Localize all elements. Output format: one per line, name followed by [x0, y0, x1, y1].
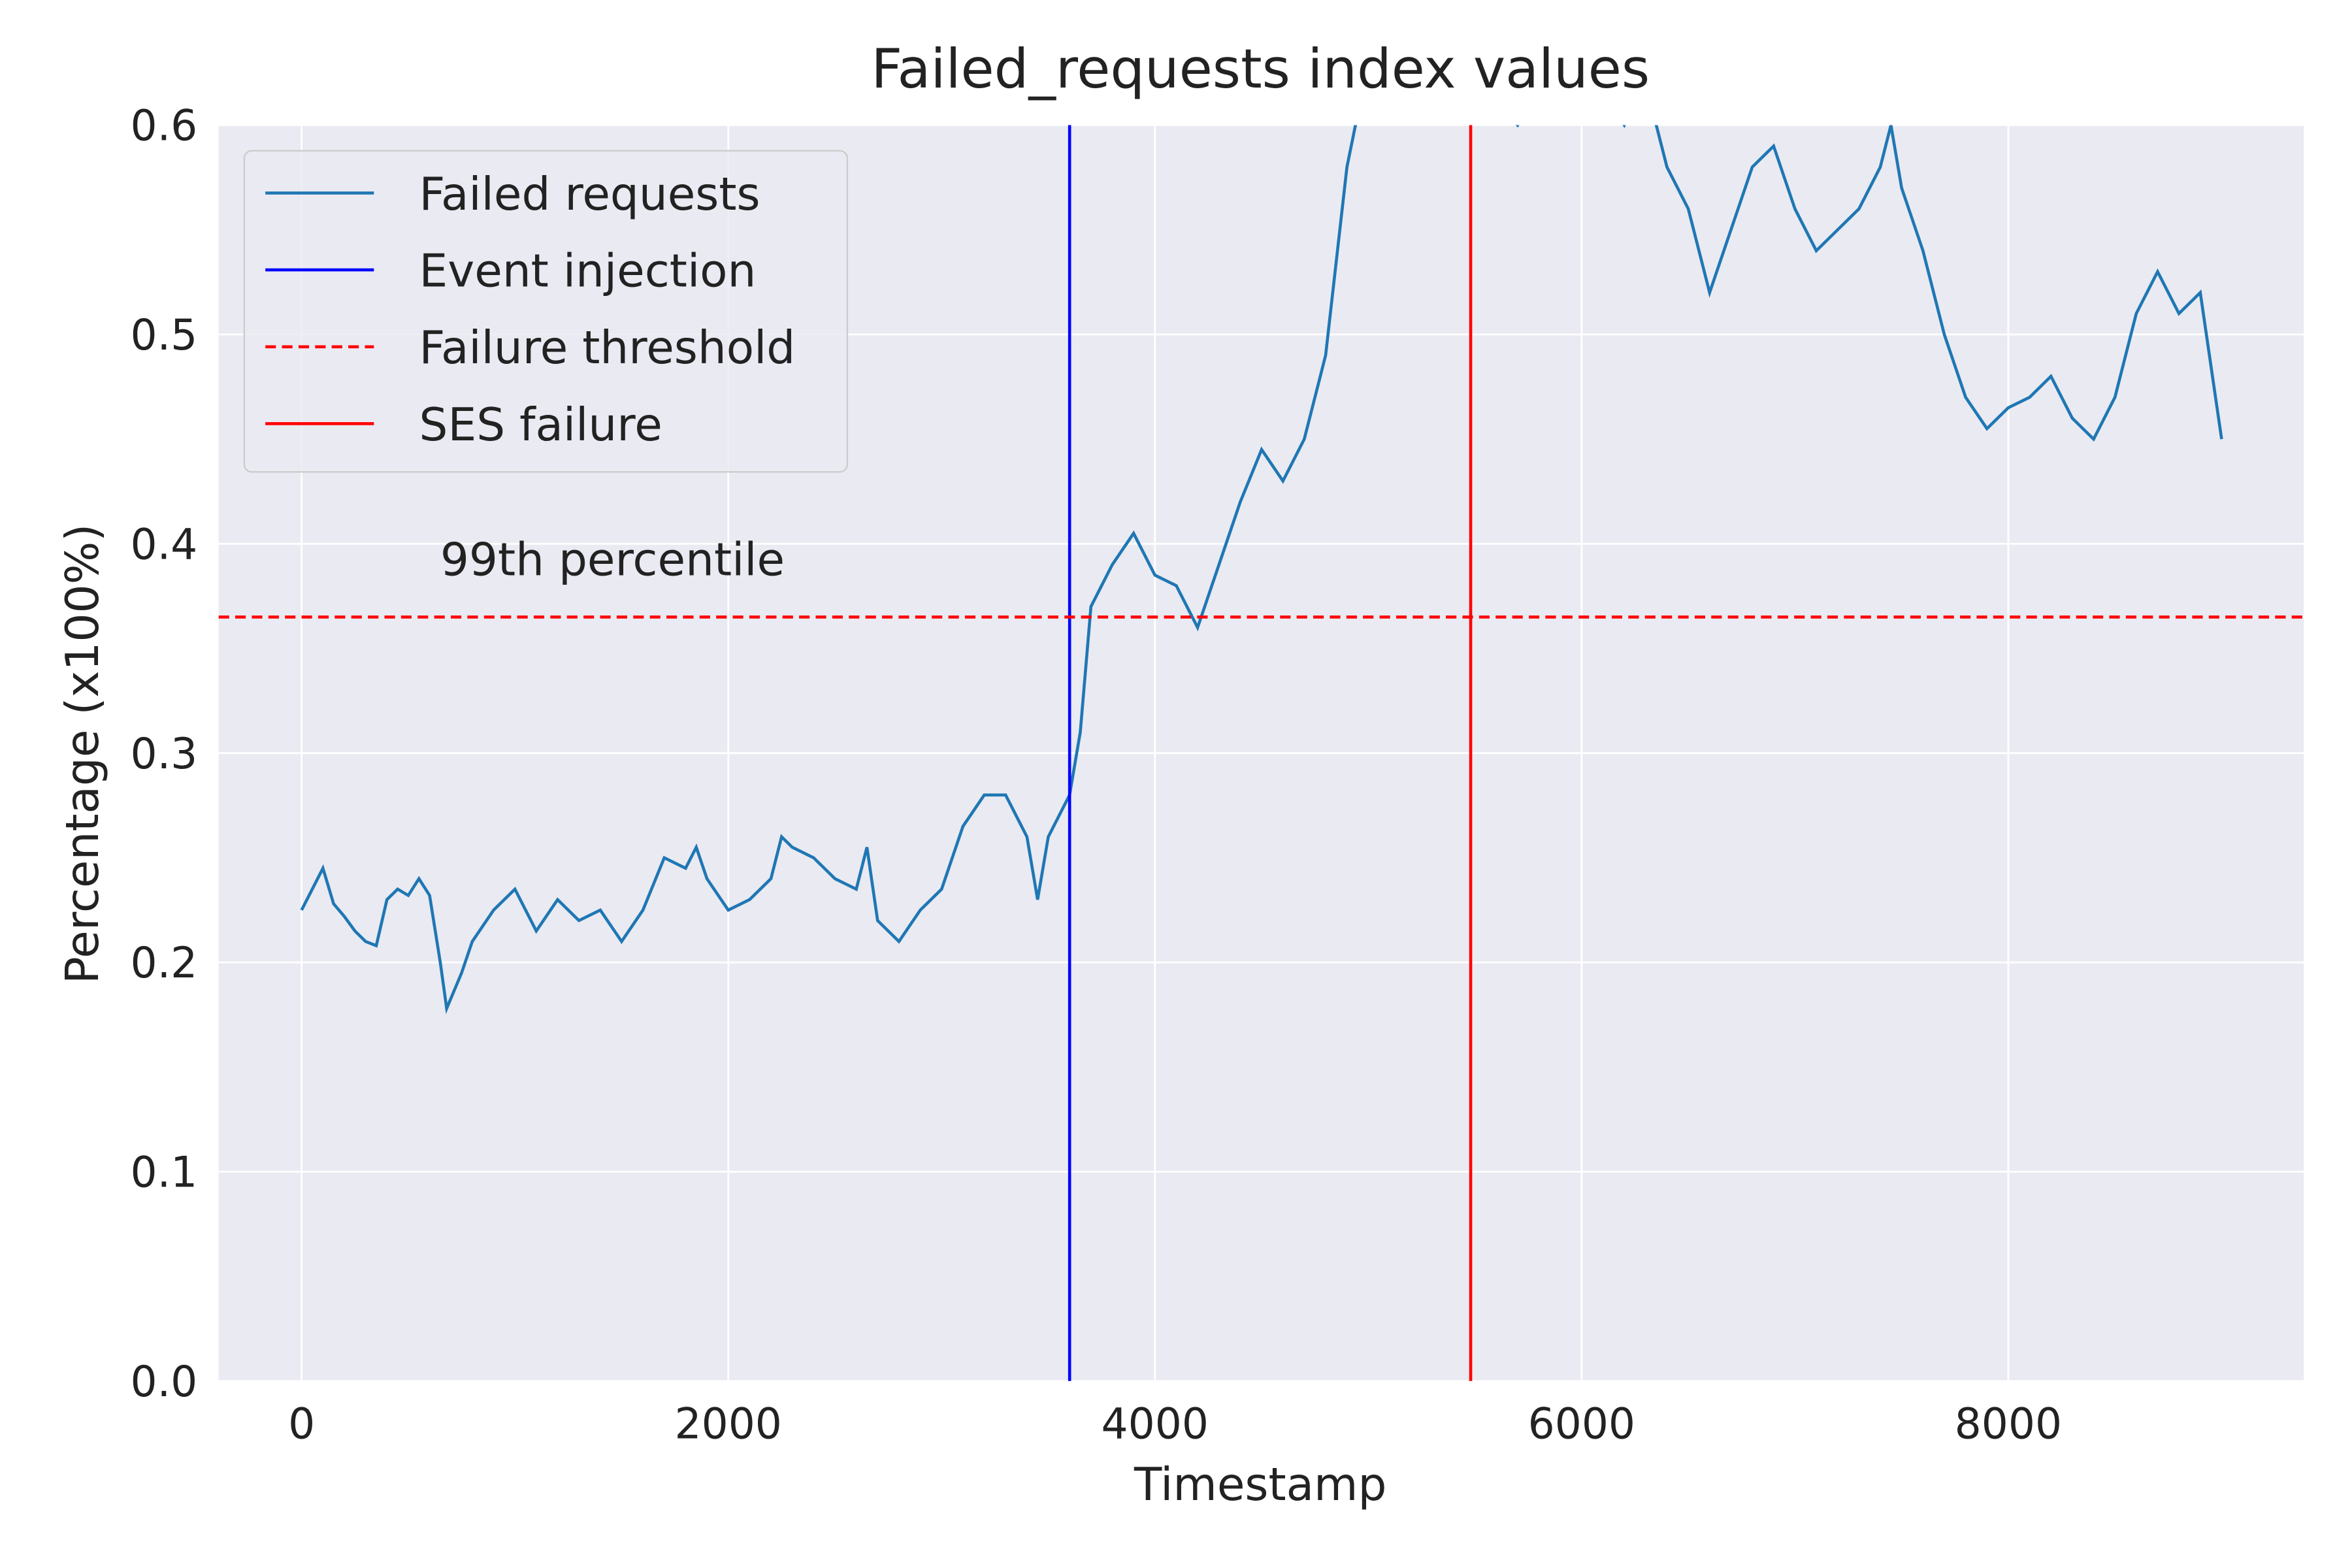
- plot-marks: [218, 125, 2304, 1381]
- y-axis-label: Percentage (x100%): [57, 524, 109, 984]
- chart-title: Failed_requests index values: [871, 37, 1650, 101]
- legend-label: Event injection: [419, 245, 757, 297]
- y-tick-label: 0.3: [131, 730, 198, 779]
- x-axis-label: Timestamp: [1134, 1459, 1386, 1511]
- x-tick-label: 8000: [1955, 1400, 2062, 1449]
- annotation: 99th percentile: [440, 534, 785, 586]
- legend-label: Failure threshold: [419, 322, 796, 374]
- y-tick-label: 0.6: [131, 102, 198, 151]
- y-tick-label: 0.1: [131, 1149, 198, 1198]
- legend: Failed requests Event injection Failure th…: [243, 150, 849, 473]
- x-tick-label: 4000: [1102, 1400, 1209, 1449]
- y-tick-label: 0.2: [131, 939, 198, 988]
- data-line: [300, 125, 2223, 1015]
- x-tick-label: 6000: [1528, 1400, 1635, 1449]
- legend-label: Failed requests: [419, 169, 760, 221]
- legend-box: [243, 150, 849, 473]
- legend-label: SES failure: [419, 399, 662, 451]
- y-tick-label: 0.0: [131, 1358, 198, 1407]
- x-tick-label: 0: [288, 1400, 315, 1449]
- y-tick-label: 0.5: [131, 311, 198, 360]
- x-tick-label: 2000: [674, 1400, 781, 1449]
- y-tick-label: 0.4: [131, 520, 198, 569]
